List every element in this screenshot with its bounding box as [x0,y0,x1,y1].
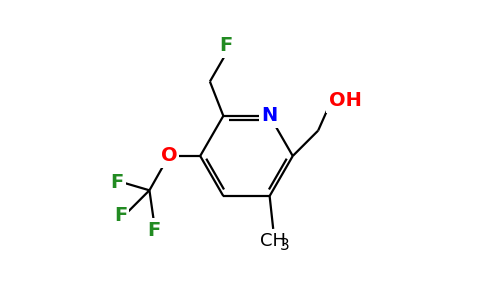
Text: F: F [147,220,161,239]
Text: O: O [161,146,177,166]
Text: F: F [220,36,233,55]
Text: F: F [114,206,127,225]
Text: N: N [261,106,278,125]
Text: CH: CH [260,232,286,250]
Text: F: F [110,173,123,192]
Text: OH: OH [329,91,362,110]
Text: 3: 3 [280,238,289,253]
